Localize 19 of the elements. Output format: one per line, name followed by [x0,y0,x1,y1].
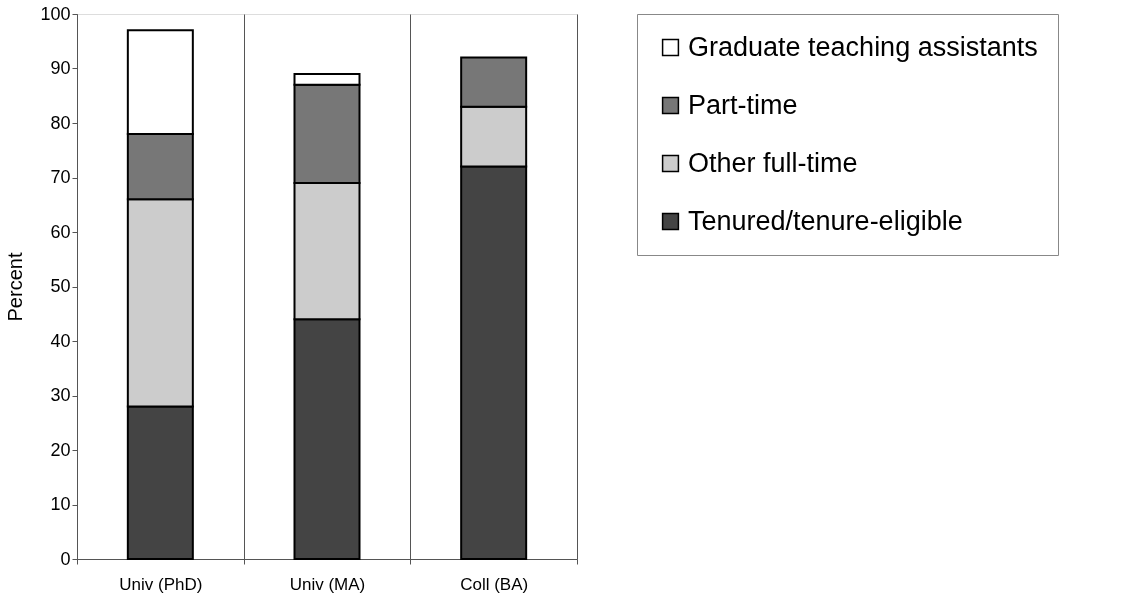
x-tick-label: Univ (PhD) [119,574,203,594]
y-tick-label: 20 [50,439,71,460]
y-tick-label: 80 [50,112,71,133]
y-tick-label: 30 [50,385,71,405]
legend-label: Tenured/tenure-eligible [688,205,963,236]
y-axis-title: Percent [4,252,27,322]
y-tick-label: 40 [50,330,71,351]
y-tick-label: 70 [50,167,71,187]
y-tick-label: 100 [40,3,71,24]
y-tick-label: 60 [50,221,71,242]
legend-label: Part-time [688,89,798,120]
x-tick-label: Univ (MA) [289,574,366,594]
legend-label: Other full-time [688,147,858,178]
y-tick-label: 90 [50,58,71,78]
legend-label: Graduate teaching assistants [688,31,1038,62]
y-tick-label: 0 [60,548,71,569]
x-tick-label: Coll (BA) [460,574,529,594]
y-tick-label: 10 [50,494,71,514]
y-tick-label: 50 [50,276,71,296]
